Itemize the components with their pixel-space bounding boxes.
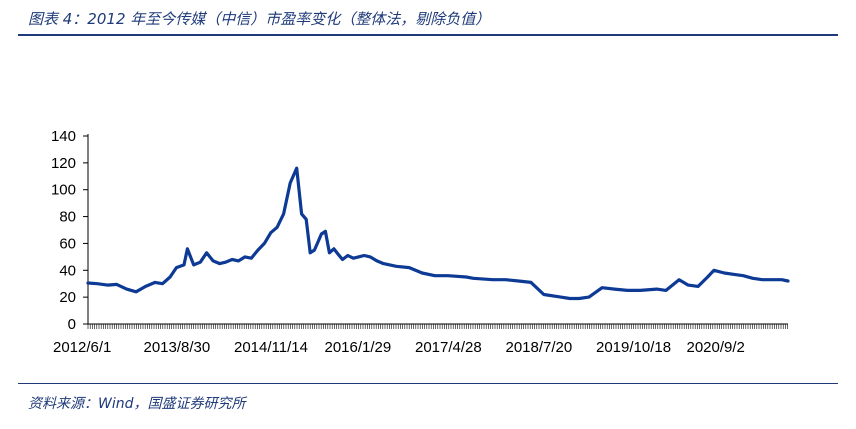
x-tick-label: 2020/9/2: [687, 339, 745, 356]
x-tick-label: 2012/6/1: [53, 339, 111, 356]
x-tick-label: 2013/8/30: [144, 339, 211, 356]
x-tick-label: 2017/4/28: [415, 339, 482, 356]
y-tick-label: 40: [59, 262, 76, 279]
x-tick-label: 2016/1/29: [325, 339, 392, 356]
y-tick-label: 100: [51, 182, 76, 199]
source-rule: [18, 383, 838, 384]
y-tick-label: 60: [59, 235, 76, 252]
chart-title: 图表 4：2012 年至今传媒（中信）市盈率变化（整体法，剔除负值）: [28, 10, 491, 28]
title-rule: [18, 34, 838, 36]
series-line: [86, 166, 790, 301]
source-note: 资料来源：Wind，国盛证券研究所: [28, 396, 246, 412]
y-tick-label: 120: [51, 155, 76, 172]
y-tick-label: 140: [51, 128, 76, 145]
x-tick-label: 2019/10/18: [596, 339, 671, 356]
x-tick-label: 2014/11/14: [234, 339, 308, 356]
y-tick-label: 0: [68, 316, 76, 333]
y-tick-label: 80: [59, 209, 76, 226]
x-tick-label: 2018/7/20: [506, 339, 573, 356]
y-tick-label: 20: [59, 289, 76, 306]
